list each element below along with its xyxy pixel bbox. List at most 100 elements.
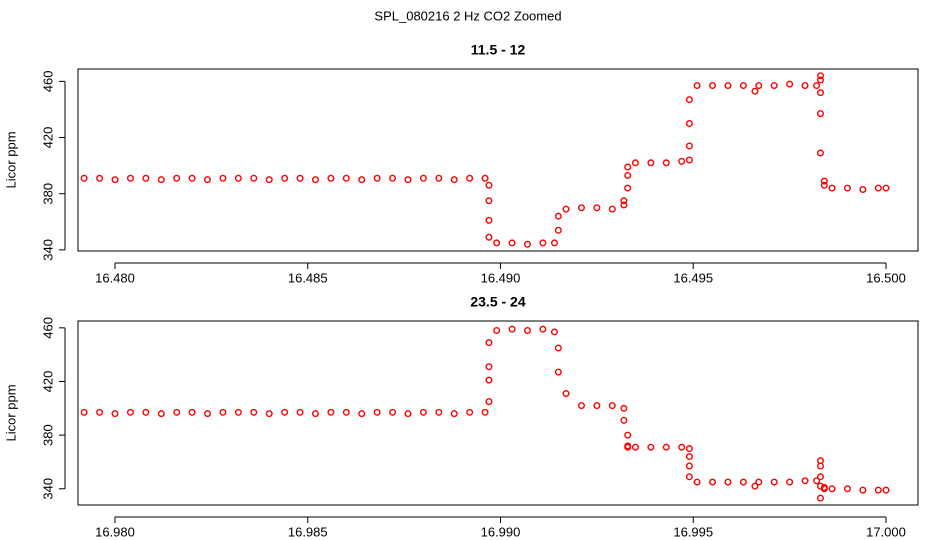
data-point (358, 410, 366, 418)
data-point (816, 473, 824, 481)
data-point (554, 212, 562, 220)
x-tick-label: 16.995 (673, 524, 713, 539)
data-point (435, 174, 443, 182)
data-point (620, 404, 628, 412)
data-point (816, 72, 824, 80)
data-point (786, 80, 794, 88)
x-tick-label: 16.490 (481, 270, 521, 285)
data-point (593, 204, 601, 212)
data-point (466, 174, 474, 182)
y-tick-label: 420 (40, 371, 55, 393)
data-point (620, 201, 628, 209)
data-point (265, 176, 273, 184)
data-point (204, 176, 212, 184)
data-point (608, 402, 616, 410)
data-point (770, 478, 778, 486)
x-tick-label: 16.990 (481, 524, 521, 539)
data-point (539, 239, 547, 247)
data-point (801, 477, 809, 485)
data-point (311, 410, 319, 418)
y-tick-label: 420 (40, 127, 55, 149)
data-point (874, 486, 882, 494)
data-point (493, 239, 501, 247)
y-tick-label: 380 (40, 183, 55, 205)
data-point (485, 181, 493, 189)
data-point (624, 163, 632, 171)
y-axis-label: Licor ppm (3, 131, 18, 188)
data-point (624, 184, 632, 192)
data-point (485, 233, 493, 241)
data-point (874, 184, 882, 192)
data-point (126, 408, 134, 416)
data-point (296, 174, 304, 182)
data-point (631, 159, 639, 167)
panel-title: 23.5 - 24 (470, 294, 525, 310)
data-point (678, 443, 686, 451)
data-point (801, 82, 809, 90)
data-point (751, 482, 759, 490)
data-point (685, 453, 693, 461)
data-point (142, 408, 150, 416)
data-point (493, 327, 501, 335)
data-point (593, 402, 601, 410)
data-point (624, 443, 632, 451)
figure-title: SPL_080216 2 Hz CO2 Zoomed (374, 8, 561, 23)
data-point (724, 82, 732, 90)
x-tick-label: 16.985 (288, 524, 328, 539)
data-point (678, 157, 686, 165)
data-point (770, 82, 778, 90)
data-point (608, 205, 616, 213)
data-point (843, 184, 851, 192)
y-tick-label: 380 (40, 424, 55, 446)
data-point (485, 376, 493, 384)
data-point (188, 408, 196, 416)
data-point (624, 431, 632, 439)
data-point (142, 174, 150, 182)
data-point (577, 402, 585, 410)
data-point (685, 119, 693, 127)
data-point (685, 142, 693, 150)
data-point (816, 110, 824, 118)
data-point (281, 408, 289, 416)
data-point (755, 478, 763, 486)
data-point (647, 159, 655, 167)
data-point (188, 174, 196, 182)
data-point (562, 390, 570, 398)
data-point (859, 486, 867, 494)
data-point (709, 478, 717, 486)
data-point (234, 174, 242, 182)
y-tick-label: 460 (40, 71, 55, 93)
data-point (816, 494, 824, 502)
data-point (96, 174, 104, 182)
x-tick-label: 17.000 (866, 524, 906, 539)
y-axis-label: Licor ppm (3, 384, 18, 441)
data-point (466, 408, 474, 416)
data-point (358, 176, 366, 184)
data-point (562, 205, 570, 213)
data-point (859, 185, 867, 193)
data-point (80, 408, 88, 416)
data-point (327, 174, 335, 182)
data-point (813, 477, 821, 485)
data-point (389, 174, 397, 182)
data-point (111, 410, 119, 418)
data-point (685, 156, 693, 164)
x-tick-label: 16.480 (95, 270, 135, 285)
x-tick-label: 16.495 (673, 270, 713, 285)
data-point (508, 325, 516, 333)
data-point (80, 174, 88, 182)
data-point (373, 408, 381, 416)
data-point (96, 408, 104, 416)
data-point (693, 478, 701, 486)
data-point (624, 171, 632, 179)
data-point (631, 443, 639, 451)
data-point (404, 410, 412, 418)
data-point (508, 239, 516, 247)
data-point (419, 408, 427, 416)
data-point (404, 176, 412, 184)
data-point (450, 176, 458, 184)
data-point (709, 82, 717, 90)
data-point (882, 486, 890, 494)
data-point (157, 410, 165, 418)
data-point (485, 216, 493, 224)
